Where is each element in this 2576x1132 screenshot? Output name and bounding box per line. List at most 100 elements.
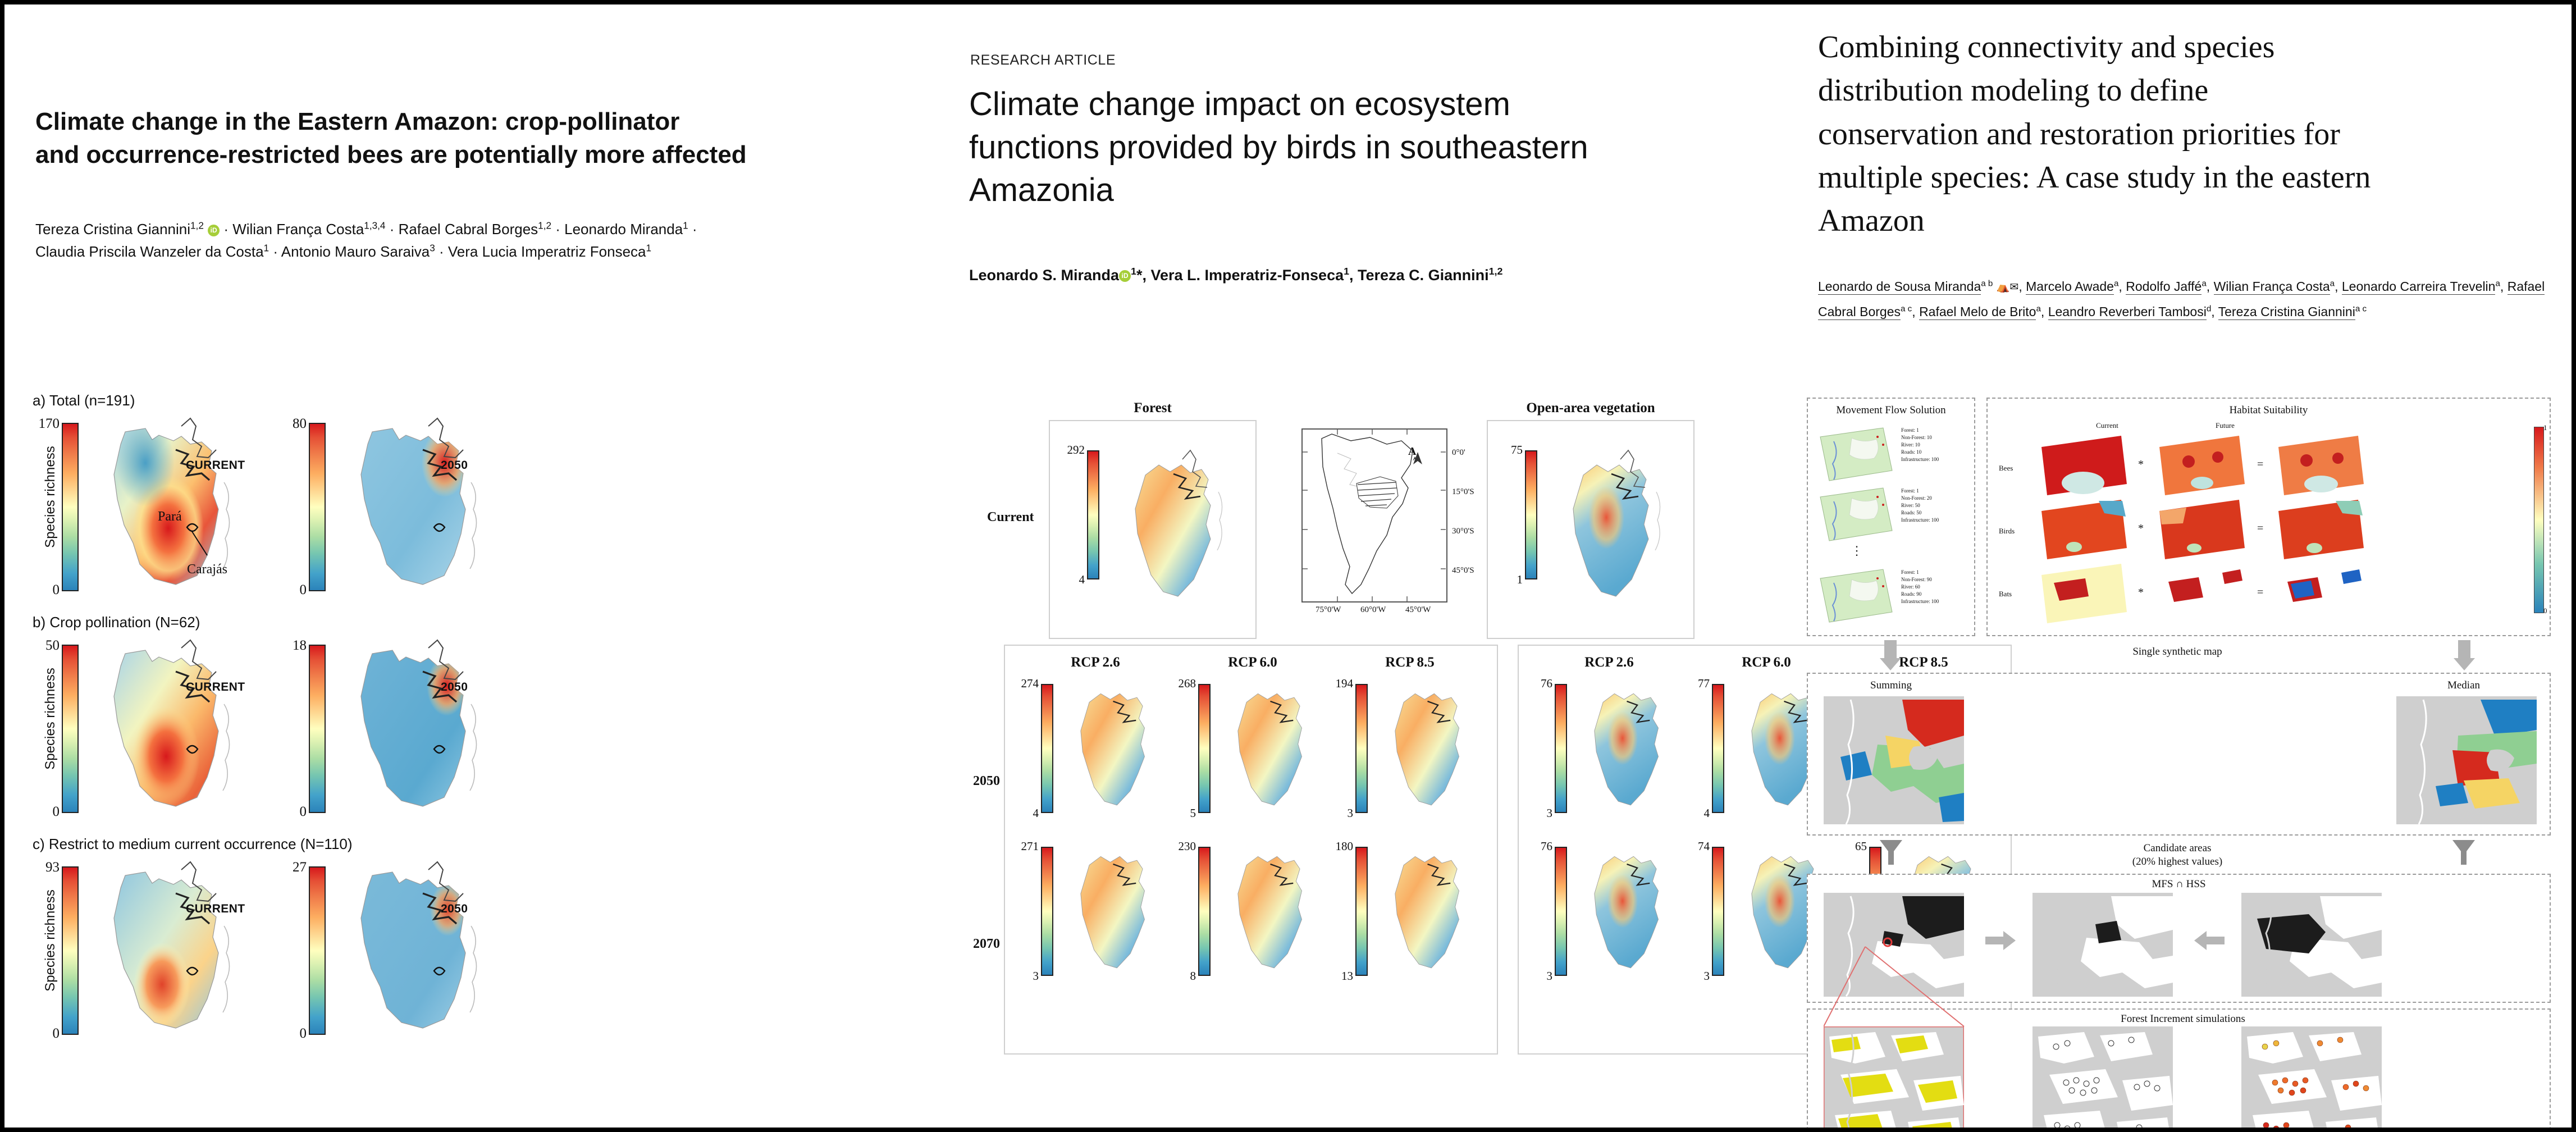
author-link[interactable]: Wilian França Costa — [2213, 279, 2330, 295]
intersection-label: MFS ∩ HSS — [2152, 878, 2206, 890]
median-label: Median — [2447, 679, 2481, 691]
author-link[interactable]: Marcelo Awade — [2026, 279, 2114, 295]
hss-row-bees: Bees — [1999, 464, 2013, 472]
equals-operator: = — [2257, 522, 2264, 535]
mfs-tile-1 — [1820, 427, 1893, 481]
param-infrastructure: Infrastructure: 100 — [1901, 457, 1939, 463]
panel-a-label: a) Total (n=191) — [33, 392, 135, 409]
hss-row-bats: Bats — [1999, 590, 2012, 598]
panel-c-2050-map: 2050 — [339, 859, 507, 1044]
author-link[interactable]: Tereza Cristina Giannini — [2218, 304, 2355, 320]
mfs-params-3: Forest: 1 Non-Forest: 90 River: 60 Roads… — [1901, 569, 1939, 605]
y-axis-label: Species richness — [43, 668, 58, 770]
scenario-label: CURRENT — [186, 459, 245, 472]
paper-panel-bees: Climate change in the Eastern Amazon: cr… — [4, 4, 920, 1128]
forest-2050-rcp85-map — [1395, 693, 1459, 806]
single-synthetic-map-label: Single synthetic map — [2132, 646, 2222, 658]
conn-title-line-5: Amazon — [1818, 203, 1925, 239]
person-icon[interactable]: ⛺ — [1996, 281, 2010, 294]
bees-author-line-2: Claudia Priscila Wanzeler da Costa1 · An… — [35, 242, 652, 261]
colorbar-max: 180 — [1335, 839, 1354, 853]
intersection-map-left — [1824, 893, 1964, 997]
bees-title-line-1: Climate change in the Eastern Amazon: cr… — [35, 108, 680, 135]
forest-rcp-title-2: RCP 8.5 — [1385, 655, 1435, 670]
colorbar-max: 77 — [1698, 677, 1710, 690]
row-label-2050: 2050 — [973, 774, 1000, 788]
colorbar-max: 76 — [1541, 839, 1552, 853]
colorbar-max: 170 — [38, 416, 60, 431]
birds-title-line-1: Climate change impact on ecosystem — [969, 86, 1510, 122]
candidate-areas-sub-label: (20% highest values) — [2132, 856, 2223, 868]
author-affil: a — [2330, 279, 2335, 289]
forest-2050-rcp85-colorbar: 194 3 — [1330, 677, 1383, 820]
author-rest-2: , Tereza C. Giannini — [1349, 267, 1489, 284]
restoration-priorities-map — [2241, 1026, 2382, 1128]
conn-title-line-4: multiple species: A case study in the ea… — [1818, 159, 2371, 195]
panel-c-label: c) Restrict to medium current occurrence… — [33, 836, 353, 852]
forest-2070-rcp85-map — [1395, 856, 1459, 969]
param-roads: Roads: 90 — [1901, 591, 1922, 597]
arrow-right-1 — [1985, 931, 2016, 950]
panel-a-current-colorbar: 170 0 Species richness — [33, 416, 100, 601]
forest-2070-rcp26-colorbar: 271 3 — [1015, 839, 1068, 983]
forest-2070-rcp85-colorbar: 180 13 — [1330, 839, 1383, 983]
colorbar-min: 13 — [1341, 969, 1353, 983]
colorbar-min: 3 — [1347, 806, 1354, 820]
colorbar-max: 76 — [1541, 677, 1552, 690]
author-link[interactable]: Leonardo Carreira Trevelin — [2341, 279, 2496, 295]
multiply-operator: * — [2138, 458, 2144, 471]
multiply-operator: * — [2138, 586, 2144, 599]
panel-b-label: b) Crop pollination (N=62) — [33, 614, 200, 631]
scenario-label: CURRENT — [186, 902, 245, 915]
openarea-rcp-title-0: RCP 2.6 — [1584, 655, 1634, 670]
forest-current-colorbar: 292 4 — [1061, 443, 1115, 586]
conn-paper-title: Combining connectivity and species distr… — [1818, 26, 2559, 243]
envelope-icon[interactable]: ✉ — [2009, 281, 2019, 294]
author-link[interactable]: Rafael Cabral Borges — [1818, 279, 2545, 320]
openarea-2050-rcp26-colorbar: 76 3 — [1529, 677, 1582, 820]
orcid-icon[interactable]: iD — [1119, 270, 1131, 282]
equals-operator: = — [2257, 458, 2264, 471]
openarea-2070-rcp26-colorbar: 76 3 — [1529, 839, 1582, 983]
candidate-areas-zoom-map — [1824, 1026, 1964, 1128]
forest-2050-rcp26-map — [1080, 693, 1145, 806]
author-link[interactable]: Leonardo de Sousa Miranda — [1818, 279, 1981, 295]
colorbar-min: 0 — [299, 804, 307, 819]
hss-birds-current-map — [2041, 500, 2127, 559]
openarea-2050-rcp60-colorbar: 77 4 — [1686, 677, 1739, 820]
colorbar-min: 5 — [1190, 806, 1196, 820]
author-link[interactable]: Leandro Reverberi Tambosi — [2048, 304, 2207, 320]
author-link[interactable]: Rodolfo Jaffé — [2126, 279, 2202, 295]
forest-2070-rcp26-map — [1080, 856, 1145, 969]
hss-bats-current-map — [2041, 564, 2127, 623]
scenario-label: CURRENT — [186, 681, 245, 693]
birds-title-line-2: functions provided by birds in southeast… — [969, 129, 1588, 166]
mfs-tile-2 — [1820, 487, 1893, 541]
hss-title: Habitat Suitability — [2229, 404, 2308, 416]
author-affil: a — [2113, 279, 2119, 289]
colorbar-max: 74 — [1698, 839, 1710, 853]
author-link[interactable]: Rafael Melo de Brito — [1919, 304, 2036, 320]
hss-bats-result-map — [2287, 569, 2362, 602]
colorbar-max: 292 — [1067, 443, 1085, 457]
paper-panel-birds: RESEARCH ARTICLE Climate change impact o… — [920, 4, 2012, 1128]
openarea-group-title: Open-area vegetation — [1526, 400, 1655, 416]
openarea-2050-rcp60-map — [1751, 693, 1816, 806]
panel-a-2050-map: 2050 — [339, 415, 507, 600]
panel-b-current-colorbar: 50 0 Species richness — [33, 638, 100, 823]
colorbar-min: 3 — [1703, 969, 1710, 983]
panel-c-current-colorbar: 93 0 Species richness — [33, 860, 100, 1045]
forest-current-box: 292 4 — [1049, 420, 1257, 639]
hss-col-future: Future — [2216, 421, 2235, 430]
arrow-down-right-head — [2454, 658, 2475, 670]
hss-bees-result-map — [2278, 436, 2364, 495]
openarea-2050-rcp26-map — [1594, 693, 1659, 806]
row-label-current: Current — [987, 510, 1034, 524]
colorbar-min: 0 — [299, 582, 307, 597]
orcid-icon[interactable]: iD — [208, 224, 220, 236]
bees-figure-panel-a: a) Total (n=191) 170 0 Species richness — [33, 392, 566, 605]
bees-author-list: Tereza Cristina Giannini1,2 iD · Wilian … — [35, 218, 866, 263]
openarea-rcp-title-2: RCP 8.5 — [1899, 655, 1948, 670]
param-river: River: 50 — [1901, 503, 1920, 509]
colorbar-max: 230 — [1178, 839, 1196, 853]
